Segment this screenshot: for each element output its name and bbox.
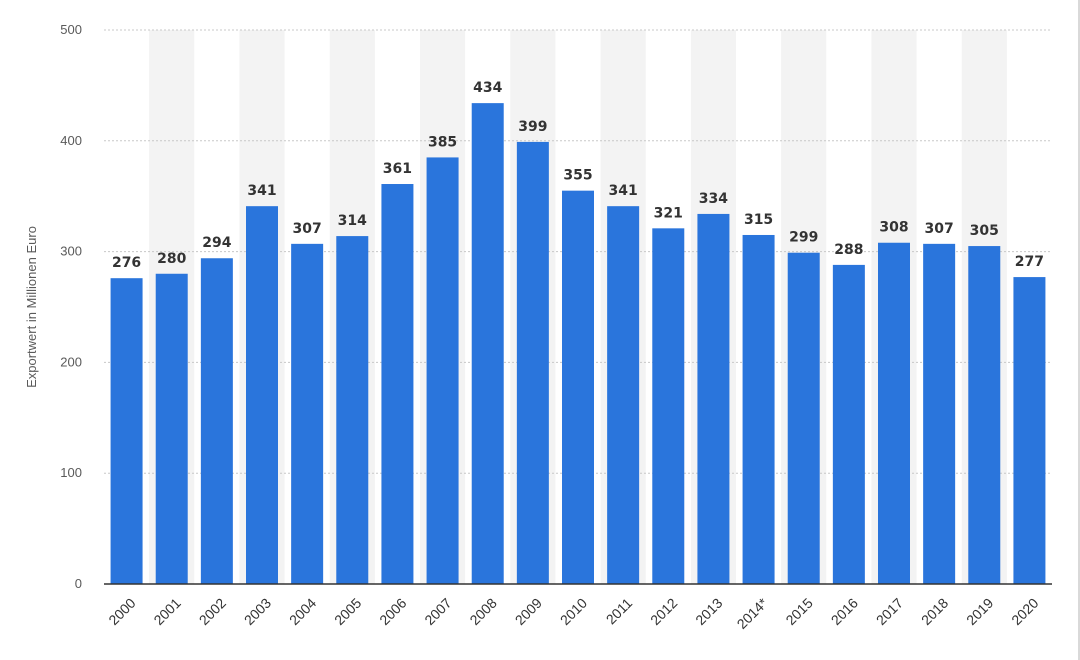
x-tick-2014*: 2014* <box>734 594 772 632</box>
y-tick-500: 500 <box>60 22 82 37</box>
data-label-2013: 334 <box>699 191 728 207</box>
bars <box>110 103 1046 585</box>
bar-2004[interactable] <box>291 243 324 584</box>
bar-2018[interactable] <box>923 243 956 584</box>
bar-2007[interactable] <box>426 157 459 585</box>
bar-2001[interactable] <box>155 273 188 584</box>
bar-2005[interactable] <box>336 236 369 584</box>
data-label-2010: 355 <box>563 168 592 184</box>
data-label-2009: 399 <box>518 119 547 135</box>
data-label-2008: 434 <box>473 80 502 96</box>
x-tick-2012: 2012 <box>647 595 680 628</box>
x-tick-2000: 2000 <box>105 595 138 628</box>
data-label-2015: 299 <box>789 230 818 246</box>
x-tick-2019: 2019 <box>963 595 996 628</box>
data-label-2000: 276 <box>112 255 141 271</box>
y-tick-400: 400 <box>60 133 82 148</box>
x-tick-2008: 2008 <box>466 595 499 628</box>
bar-2016[interactable] <box>832 264 865 584</box>
bar-2011[interactable] <box>607 206 640 584</box>
x-tick-2009: 2009 <box>512 595 545 628</box>
data-label-2012: 321 <box>654 205 683 221</box>
x-axis-ticks: 2000 2001 2002 2003 2004 2005 2006 2007 2008 2009… <box>105 594 1041 632</box>
x-tick-2003: 2003 <box>241 595 274 628</box>
bar-2009[interactable] <box>516 141 549 584</box>
data-label-2016: 288 <box>834 242 863 258</box>
bar-2008[interactable] <box>471 103 504 585</box>
bar-2002[interactable] <box>200 258 233 584</box>
bar-2012[interactable] <box>652 228 685 584</box>
x-tick-2020: 2020 <box>1008 595 1041 628</box>
right-edge-divider <box>1078 0 1080 660</box>
data-label-2001: 280 <box>157 251 186 267</box>
x-tick-2007: 2007 <box>421 595 454 628</box>
data-label-2011: 341 <box>609 183 638 199</box>
bar-2015[interactable] <box>787 252 820 584</box>
bar-2006[interactable] <box>381 184 414 584</box>
data-label-2017: 308 <box>879 220 908 236</box>
x-tick-2010: 2010 <box>557 595 590 628</box>
x-tick-2006: 2006 <box>376 595 409 628</box>
bar-2014*[interactable] <box>742 234 775 585</box>
x-tick-2017: 2017 <box>873 595 906 628</box>
x-tick-2018: 2018 <box>918 595 951 628</box>
data-label-2002: 294 <box>202 235 231 251</box>
data-label-2020: 277 <box>1015 254 1044 270</box>
x-tick-2002: 2002 <box>196 595 229 628</box>
x-tick-2016: 2016 <box>828 595 861 628</box>
x-tick-2015: 2015 <box>782 595 815 628</box>
data-label-2014*: 315 <box>744 212 773 228</box>
x-tick-2004: 2004 <box>286 595 319 628</box>
y-tick-200: 200 <box>60 354 82 369</box>
bar-2000[interactable] <box>110 278 143 584</box>
data-label-2003: 341 <box>247 183 276 199</box>
y-tick-100: 100 <box>60 465 82 480</box>
y-tick-0: 0 <box>75 576 82 591</box>
data-label-2004: 307 <box>293 221 322 237</box>
bar-2017[interactable] <box>878 242 910 584</box>
data-label-2019: 305 <box>970 223 999 239</box>
bar-2003[interactable] <box>246 206 278 584</box>
bar-2019[interactable] <box>968 246 1001 584</box>
y-axis-ticks: 0 100 200 300 400 500 <box>60 22 82 591</box>
data-label-2007: 385 <box>428 134 457 150</box>
bar-2020[interactable] <box>1013 277 1046 584</box>
x-tick-2005: 2005 <box>331 595 364 628</box>
data-label-2006: 361 <box>383 161 412 177</box>
x-tick-2011: 2011 <box>603 595 636 628</box>
x-tick-2001: 2001 <box>150 595 183 628</box>
y-axis-label: Exportwert in Millionen Euro <box>24 226 39 388</box>
data-label-2005: 314 <box>338 213 367 229</box>
bar-2010[interactable] <box>562 190 594 584</box>
data-label-2018: 307 <box>925 221 954 237</box>
data-labels: 276 280 294 341 307 314 361 385 434 399 355 341 321 3… <box>112 80 1044 271</box>
x-tick-2013: 2013 <box>692 595 725 628</box>
bar-2013[interactable] <box>697 213 730 585</box>
y-tick-300: 300 <box>60 244 82 259</box>
